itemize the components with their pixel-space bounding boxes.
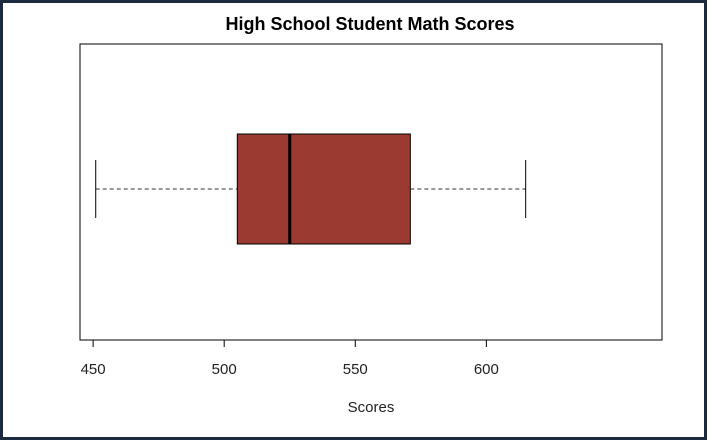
iqr-box: [236, 133, 411, 245]
x-tick-label-450: 450: [81, 361, 106, 378]
box-group: [95, 133, 527, 245]
x-axis-label: Scores: [348, 399, 395, 416]
chart-title: High School Student Math Scores: [225, 14, 514, 34]
x-tick-label-500: 500: [212, 361, 237, 378]
x-tick-label-600: 600: [474, 361, 499, 378]
x-tick-label-550: 550: [343, 361, 368, 378]
x-axis: 450 500 550 600: [81, 339, 499, 378]
